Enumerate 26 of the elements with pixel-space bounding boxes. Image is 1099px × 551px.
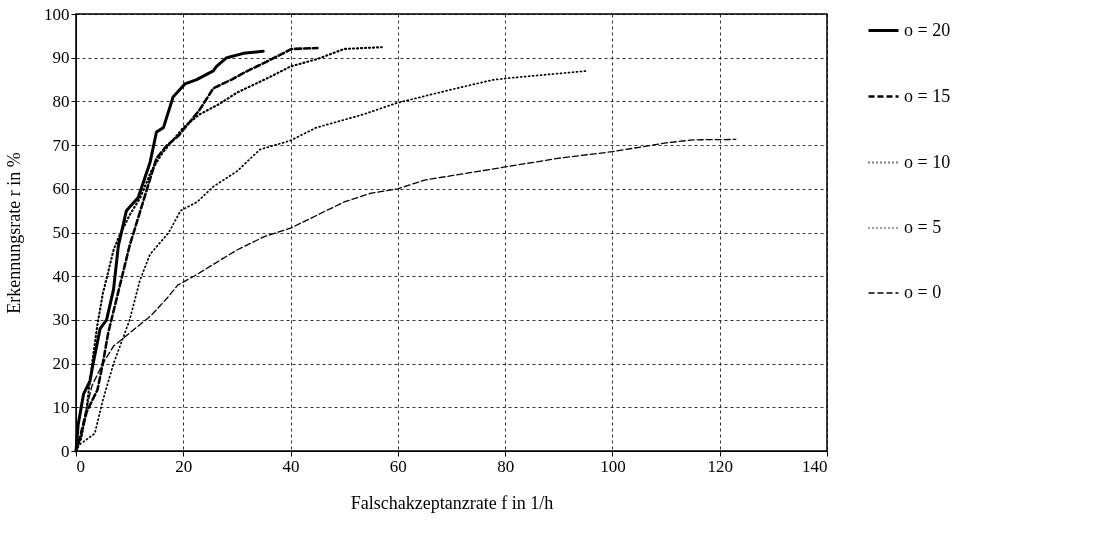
y-tick-label: 30 [52, 310, 70, 330]
x-tick-label: 80 [497, 456, 515, 476]
legend-label: o = 5 [904, 217, 942, 237]
legend-label: o = 10 [904, 151, 951, 172]
x-tick-label: 120 [707, 456, 733, 476]
x-tick-label: 100 [600, 456, 626, 476]
x-axis-title: Falschakzeptanzrate f in 1/h [350, 492, 554, 513]
x-tick-label: 40 [282, 456, 300, 476]
legend-label: o = 15 [904, 85, 951, 106]
y-tick-label: 0 [61, 441, 70, 461]
y-tick-label: 90 [52, 48, 70, 68]
y-tick-label: 20 [52, 354, 70, 374]
y-tick-label: 80 [52, 91, 70, 111]
y-tick-label: 60 [52, 179, 70, 199]
x-tick-label: 0 [76, 456, 85, 476]
y-tick-label: 70 [52, 135, 70, 155]
y-axis-title: Erkennungsrate r in % [4, 152, 24, 314]
y-tick-label: 100 [44, 4, 70, 24]
legend-label: o = 0 [904, 282, 942, 302]
x-tick-label: 60 [389, 456, 407, 476]
x-tick-label: 140 [802, 456, 828, 476]
x-tick-label: 20 [175, 456, 193, 476]
y-tick-label: 50 [52, 223, 70, 242]
legend-label: o = 20 [904, 19, 951, 40]
y-tick-label: 10 [52, 397, 70, 417]
y-tick-label: 40 [52, 266, 70, 286]
